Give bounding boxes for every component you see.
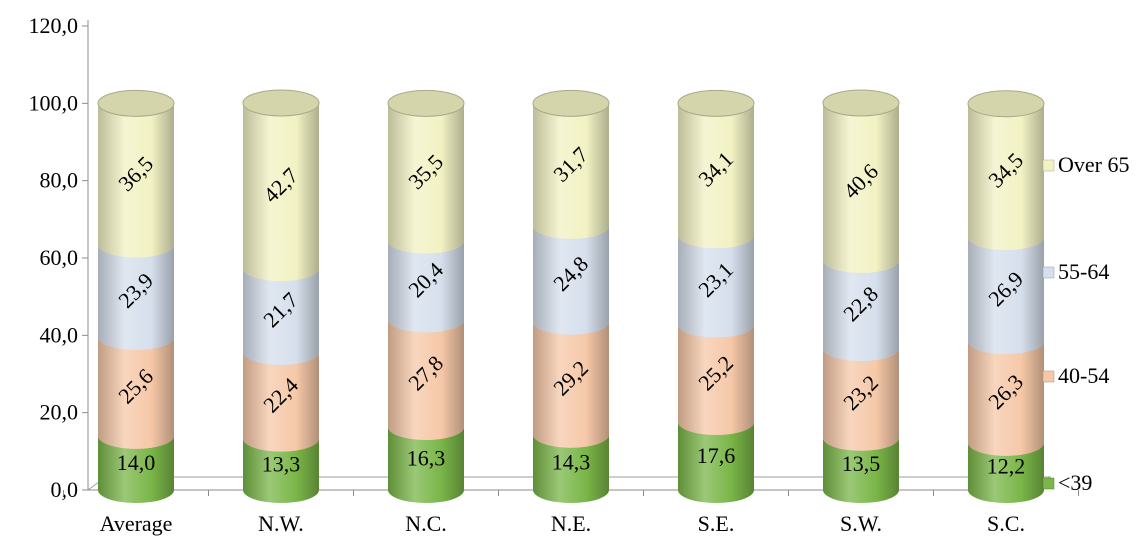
y-tick-label: 120,0	[29, 13, 79, 38]
legend-label: 55-64	[1058, 259, 1109, 284]
bar-segment-body	[388, 319, 464, 440]
bar-segment-cap	[387, 89, 465, 117]
bar-segment: 31,7	[532, 89, 610, 239]
bar-segment-body	[98, 103, 174, 258]
legend-item: Over 65	[1042, 152, 1129, 177]
bar-segment-body	[678, 103, 754, 249]
x-tick-label: S.W.	[840, 511, 882, 536]
bar-segment-body	[243, 438, 319, 503]
x-tick-label: S.E.	[698, 511, 735, 536]
bar-segment: 40,6	[822, 89, 900, 273]
data-label: 17,6	[697, 443, 736, 468]
legend-swatch	[1042, 370, 1055, 383]
bar-segment: 34,1	[677, 89, 755, 249]
legend-label: <39	[1058, 470, 1092, 495]
bars: 14,025,623,936,5Average13,322,421,742,7N…	[97, 89, 1045, 536]
legend-item: <39	[1042, 470, 1092, 495]
bar-segment-body	[388, 426, 464, 503]
legend-swatch	[1042, 477, 1055, 490]
bar-segment-body	[533, 434, 609, 503]
bar-segment-body	[823, 102, 899, 273]
bar-segment-cap	[242, 89, 320, 117]
x-tick-label: N.W.	[258, 511, 304, 536]
data-label: 14,0	[117, 450, 156, 475]
y-tick-label: 0,0	[51, 477, 79, 502]
bar-segment-body	[98, 435, 174, 503]
legend-swatch	[1042, 266, 1055, 279]
y-tick-label: 40,0	[40, 322, 79, 347]
bar-segment-body	[823, 348, 899, 451]
legend-label: Over 65	[1058, 152, 1129, 177]
x-tick-label: Average	[100, 511, 173, 536]
bar-segment-body	[243, 102, 319, 282]
bar-segment-body	[533, 103, 609, 239]
data-label: 16,3	[407, 445, 446, 470]
data-label: 13,3	[262, 451, 301, 476]
data-label: 14,3	[552, 449, 591, 474]
data-label: 12,2	[987, 453, 1026, 478]
bar-segment-body	[678, 421, 754, 503]
bar-segment: 42,7	[242, 89, 320, 282]
bar-segment-body	[823, 437, 899, 503]
bar-segment-body	[823, 259, 899, 362]
bar-segment-body	[533, 321, 609, 448]
bar-segment-body	[968, 442, 1044, 503]
legend-item: 40-54	[1042, 363, 1109, 388]
y-tick-label: 20,0	[40, 400, 79, 425]
bar-segment-cap	[677, 89, 755, 117]
bar-segment-body	[98, 336, 174, 449]
legend: <39 40-54 55-64 Over 65	[1042, 152, 1129, 495]
legend-item: 55-64	[1042, 259, 1109, 284]
bar-segment-body	[678, 235, 754, 338]
bar-segment-body	[243, 351, 319, 452]
bar-segment-cap	[967, 90, 1045, 118]
bar-segment-body	[678, 324, 754, 435]
legend-label: 40-54	[1058, 363, 1109, 388]
bar-segment-body	[968, 341, 1044, 456]
bar-segment-body	[388, 103, 464, 254]
bar-segment-body	[968, 237, 1044, 355]
data-label: 13,5	[842, 451, 881, 476]
legend-swatch	[1042, 159, 1055, 172]
bar-segment-body	[388, 240, 464, 333]
x-tick-label: N.C.	[405, 511, 447, 536]
bar-segment-body	[533, 225, 609, 335]
y-tick-label: 80,0	[40, 168, 79, 193]
bar-segment: 35,5	[387, 89, 465, 254]
bar-segment-cap	[532, 89, 610, 117]
axes: 0,0 20,0 40,0 60,0 80,0 100,0 120,0	[29, 13, 1079, 502]
y-tick-label: 60,0	[40, 245, 79, 270]
bar-segment-body	[98, 244, 174, 350]
y-tick-label: 100,0	[29, 90, 79, 115]
x-tick-label: N.E.	[551, 511, 591, 536]
bar-segment: 36,5	[97, 89, 175, 258]
bar-segment-cap	[822, 89, 900, 117]
bar-segment-body	[968, 103, 1044, 251]
bar-segment-body	[243, 268, 319, 365]
x-tick-label: S.C.	[987, 511, 1025, 536]
bar-segment: 34,5	[967, 90, 1045, 251]
bar-segment-cap	[97, 89, 175, 117]
